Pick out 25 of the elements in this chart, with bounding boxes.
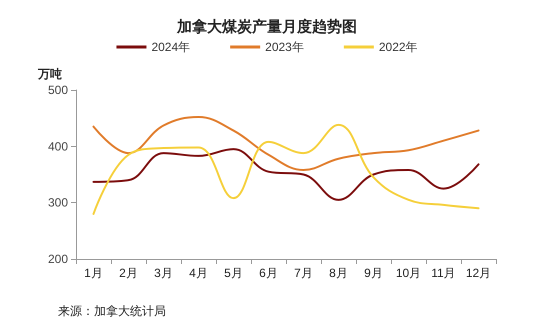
- x-tick-label: 10月: [396, 266, 422, 280]
- line-series: [92, 124, 480, 215]
- legend-label: 2022年: [378, 40, 418, 54]
- x-tick-label: 5月: [224, 266, 243, 280]
- y-tick-label: 500: [48, 83, 68, 97]
- x-tick-label: 3月: [154, 266, 173, 280]
- x-tick-label: 1月: [84, 266, 103, 280]
- line-series: [92, 148, 480, 201]
- x-tick-label: 2月: [119, 266, 138, 280]
- x-tick-label: 9月: [364, 266, 383, 280]
- line-series: [92, 116, 480, 171]
- x-tick-label: 7月: [294, 266, 313, 280]
- legend-label: 2023年: [265, 40, 304, 54]
- y-axis-title: 万吨: [37, 67, 62, 81]
- y-tick-label: 300: [48, 196, 68, 210]
- x-tick-label: 4月: [189, 266, 208, 280]
- x-tick-label: 12月: [466, 266, 492, 280]
- chart-title: 加拿大煤炭产量月度趋势图: [176, 18, 357, 36]
- source-note: 来源：加拿大统计局: [58, 304, 166, 318]
- x-tick-label: 11月: [431, 266, 456, 280]
- x-tick-label: 8月: [329, 266, 348, 280]
- y-tick-label: 200: [48, 252, 68, 266]
- legend-label: 2024年: [151, 40, 190, 54]
- y-tick-label: 400: [48, 139, 68, 154]
- x-tick-label: 6月: [259, 266, 278, 280]
